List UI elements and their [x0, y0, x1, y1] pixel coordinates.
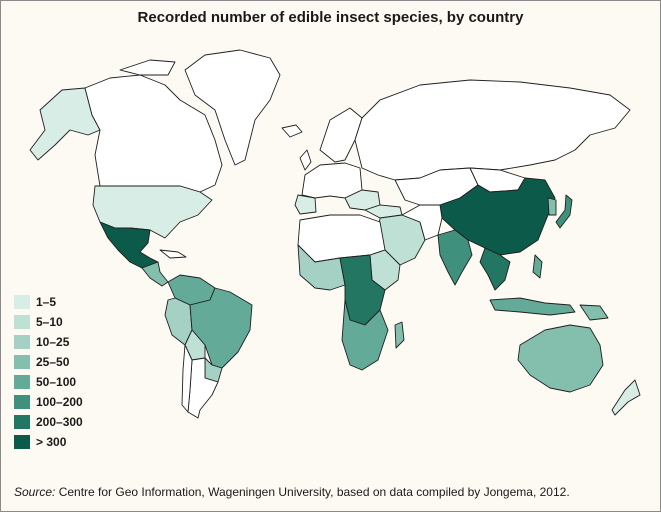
legend-swatch	[14, 295, 30, 309]
source-note: Source: Centre for Geo Information, Wage…	[14, 485, 570, 499]
legend-label: 50–100	[36, 375, 77, 389]
legend-swatch	[14, 395, 30, 409]
chile-region	[181, 344, 193, 413]
legend-label: 100–200	[36, 395, 83, 409]
legend-swatch	[14, 335, 30, 349]
uk-region	[299, 149, 312, 171]
japan-region	[555, 194, 573, 229]
west-africa-region	[297, 244, 346, 291]
legend-swatch	[14, 415, 30, 429]
korea-region	[547, 197, 557, 216]
iran-region	[401, 204, 443, 241]
legend-item: 5–10	[14, 312, 83, 332]
indonesia-region	[489, 297, 576, 316]
legend-label: 5–10	[36, 315, 63, 329]
legend-swatch	[14, 375, 30, 389]
legend-label: > 300	[36, 435, 67, 449]
philippines-region	[532, 254, 543, 279]
map-legend: 1–5 5–10 10–25 25–50 50–100 100–200 200–…	[14, 292, 83, 452]
spain-region	[294, 194, 317, 215]
new-zealand-region	[611, 379, 641, 416]
cuba-region	[159, 249, 187, 259]
canada-region	[84, 74, 223, 193]
mexico-region	[99, 221, 159, 269]
russia-region	[354, 79, 631, 181]
legend-item: 25–50	[14, 352, 83, 372]
legend-item: > 300	[14, 432, 83, 452]
madagascar-region	[394, 321, 405, 349]
southeast-asia-region	[479, 247, 511, 291]
legend-item: 10–25	[14, 332, 83, 352]
legend-swatch	[14, 315, 30, 329]
legend-label: 10–25	[36, 335, 70, 349]
legend-label: 1–5	[36, 295, 57, 309]
source-text: Centre for Geo Information, Wageningen U…	[55, 485, 570, 499]
legend-swatch	[14, 435, 30, 449]
southern-africa-region	[341, 299, 389, 371]
source-label: Source:	[14, 485, 56, 499]
legend-item: 100–200	[14, 392, 83, 412]
western-europe-region	[301, 162, 363, 199]
alaska-region	[29, 87, 101, 161]
legend-item: 200–300	[14, 412, 83, 432]
australia-region	[517, 324, 604, 393]
india-region	[437, 229, 473, 286]
greenland-region	[184, 49, 281, 166]
arctic-islands-region	[119, 59, 176, 76]
legend-item: 1–5	[14, 292, 83, 312]
legend-label: 200–300	[36, 415, 83, 429]
iceland-region	[281, 124, 303, 138]
map-title: Recorded number of edible insect species…	[137, 9, 524, 26]
legend-swatch	[14, 355, 30, 369]
png-region	[579, 304, 609, 321]
legend-label: 25–50	[36, 355, 70, 369]
turkey-region	[364, 204, 403, 219]
legend-item: 50–100	[14, 372, 83, 392]
scandinavia-region	[319, 107, 363, 163]
